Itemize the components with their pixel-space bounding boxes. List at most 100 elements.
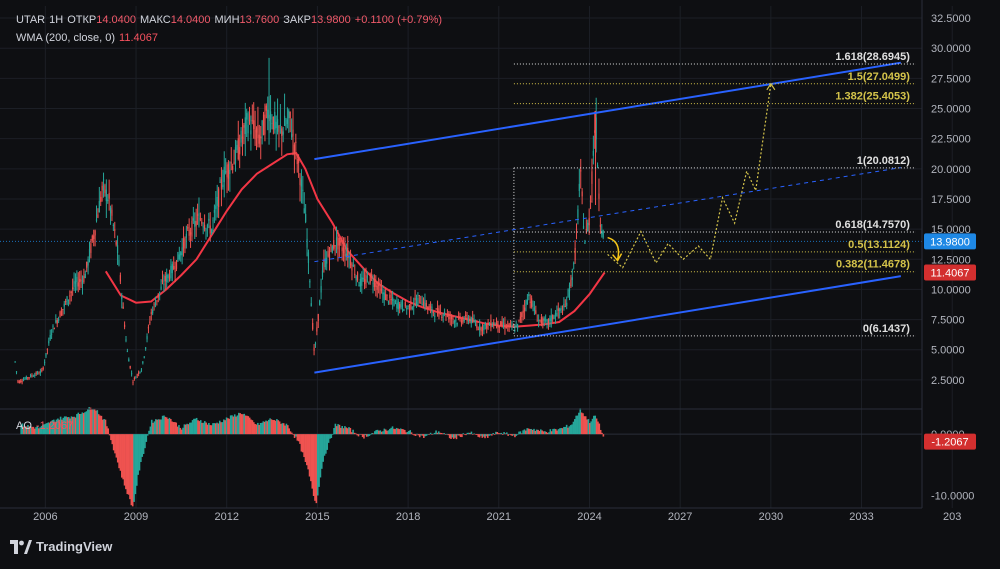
ao-bar [146, 434, 149, 436]
pullback-arrow[interactable] [607, 236, 620, 260]
price-tags: 13.9800 11.4067 -1.2067 [924, 233, 976, 450]
ao-bar [493, 434, 496, 435]
ao-bar [251, 420, 254, 435]
candle-body [407, 306, 409, 308]
ao-legend-label: AO [16, 420, 32, 432]
ao-bar [387, 430, 390, 435]
ao-bar [85, 411, 88, 435]
ao-bar [433, 432, 436, 435]
candle-body [363, 279, 366, 285]
candle-body [31, 375, 33, 377]
ao-bar [48, 423, 51, 435]
ao-bar [348, 427, 350, 435]
ao-bar [225, 417, 228, 435]
ao-bar [32, 426, 35, 435]
symbol-label[interactable]: UTAR [16, 14, 46, 26]
candle-body [477, 328, 479, 330]
candle-body [421, 303, 423, 306]
ao-bar [278, 421, 281, 435]
ao-bar [350, 432, 353, 435]
channel-layer[interactable] [314, 61, 902, 374]
projection-layer[interactable] [607, 82, 776, 269]
candle-body [129, 366, 131, 369]
channel-lower-line[interactable] [314, 275, 902, 374]
fibonacci-layer[interactable]: 1.618(28.6945) 1.5(27.0499) 1.382(25.4053)… [513, 51, 916, 337]
ao-tag-label: -1.2067 [931, 437, 968, 449]
ao-bar [201, 422, 203, 435]
ao-bar [217, 423, 220, 435]
ao-bar [104, 419, 107, 435]
ao-bar [488, 434, 490, 436]
ao-bar [76, 414, 78, 435]
candle-body [333, 240, 335, 249]
candle-body [580, 170, 582, 172]
candle-body [288, 110, 290, 119]
ao-bar [89, 407, 92, 435]
candle-body [491, 325, 493, 327]
candle-body [483, 325, 485, 331]
ao-bar [410, 432, 413, 435]
ao-bar [111, 434, 114, 445]
interval-label[interactable]: 1H [49, 14, 64, 26]
ao-bar [112, 434, 115, 451]
candle-body [452, 318, 454, 320]
channel-middle-line[interactable] [314, 167, 901, 263]
ao-legend[interactable]: AO -1.2067 [16, 420, 77, 432]
ao-layer [0, 407, 922, 507]
candle-body [528, 294, 530, 297]
channel-upper-line[interactable] [314, 61, 902, 161]
candle-body [260, 136, 262, 139]
candle-body [157, 293, 159, 298]
candle-body [564, 306, 566, 308]
ao-bar [263, 421, 266, 435]
wma-legend[interactable]: WMA (200, close, 0) 11.4067 [16, 32, 162, 44]
ao-bar [526, 428, 529, 435]
candle-body [420, 302, 422, 304]
candle-body [185, 233, 187, 238]
candle-body [383, 292, 385, 300]
ao-bar [131, 434, 134, 507]
candle-body [511, 325, 513, 327]
ao-bar [418, 434, 421, 438]
ao-bar [331, 434, 334, 435]
candle-body [187, 227, 189, 229]
candle-body [529, 301, 531, 303]
candle-body [136, 374, 138, 376]
ao-bar [478, 434, 481, 438]
candle-body [362, 277, 364, 280]
ao-bar [212, 423, 214, 435]
ao-bar [504, 433, 507, 435]
candle-body [428, 306, 430, 309]
ao-bar [221, 422, 224, 435]
ao-bar [561, 428, 564, 435]
candle-body [408, 304, 411, 311]
tradingview-brand[interactable]: TradingView [10, 539, 112, 554]
ao-bar [374, 431, 376, 435]
candle-body [21, 381, 23, 383]
candle-body [107, 199, 109, 202]
ao-bar [320, 434, 323, 469]
ao-bar [357, 434, 360, 437]
candle-body [213, 210, 216, 213]
ao-bar [440, 432, 443, 435]
ao-bar [571, 424, 573, 435]
candle-body [442, 315, 444, 317]
ao-bar [535, 429, 538, 435]
candle-body [192, 218, 194, 221]
x-tick-label: 2027 [668, 511, 692, 523]
candle-body [313, 347, 315, 351]
projection-path[interactable] [607, 83, 772, 269]
candle-body [417, 298, 419, 305]
ao-bar [554, 429, 557, 435]
candle-body [27, 377, 29, 379]
ao-bar [140, 434, 142, 462]
ao-bar [308, 434, 311, 477]
candle-body [379, 286, 381, 295]
candle-body [276, 119, 279, 132]
ao-bar [319, 434, 322, 478]
candle-body [522, 310, 524, 313]
ao-bar [575, 415, 577, 435]
candle-body [594, 130, 596, 133]
